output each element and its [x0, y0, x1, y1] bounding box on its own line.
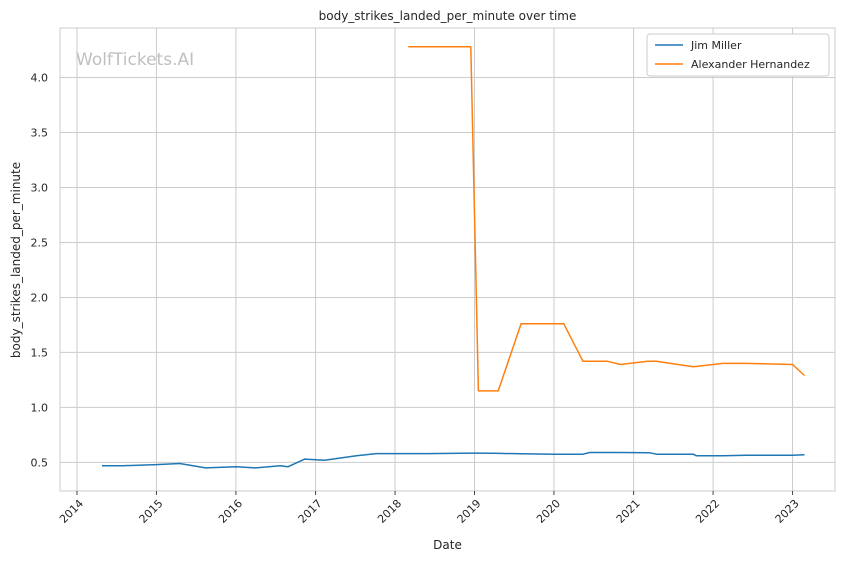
y-tick-label: 2.0	[31, 291, 49, 304]
legend-box	[646, 33, 830, 77]
y-axis-label: body_strikes_landed_per_minute	[9, 162, 23, 358]
y-tick-label: 4.0	[31, 71, 49, 84]
x-tick-label: 2015	[137, 497, 166, 526]
y-axis-ticks: 0.5 1.0 1.5 2.0 2.5 3.0 3.5 4.0	[31, 71, 49, 469]
y-tick-label: 3.0	[31, 181, 49, 194]
x-tick-label: 2021	[614, 497, 643, 526]
y-tick-label: 1.0	[31, 401, 49, 414]
x-tick-label: 2018	[375, 497, 404, 526]
x-tick-label: 2023	[773, 497, 802, 526]
legend-label-jim-miller: Jim Miller	[690, 39, 742, 52]
x-tick-label: 2020	[534, 497, 563, 526]
y-tick-label: 3.5	[31, 126, 49, 139]
y-tick-label: 0.5	[31, 456, 49, 469]
x-tick-label: 2014	[57, 497, 86, 526]
x-tick-label: 2022	[693, 497, 722, 526]
legend-label-alexander-hernandez: Alexander Hernandez	[691, 58, 810, 71]
x-tick-label: 2016	[216, 497, 245, 526]
x-tick-label: 2017	[296, 497, 325, 526]
y-tick-label: 1.5	[31, 346, 49, 359]
x-tick-label: 2019	[455, 497, 484, 526]
series-line-jim-miller	[102, 451, 805, 469]
plot-area	[59, 27, 836, 492]
x-axis-ticks: 2014 2015 2016 2017 2018 2019 2020 2021 2022 2023	[57, 491, 802, 526]
series-lines	[102, 45, 806, 469]
y-tick-label: 2.5	[31, 236, 49, 249]
watermark-text: WolfTickets.AI	[76, 50, 194, 70]
x-axis-label: Date	[433, 538, 462, 552]
series-line-alexander-hernandez	[408, 45, 806, 392]
grid-lines	[60, 28, 835, 491]
legend: Jim Miller Alexander Hernandez	[646, 33, 830, 77]
chart-title: body_strikes_landed_per_minute over time	[319, 9, 577, 23]
